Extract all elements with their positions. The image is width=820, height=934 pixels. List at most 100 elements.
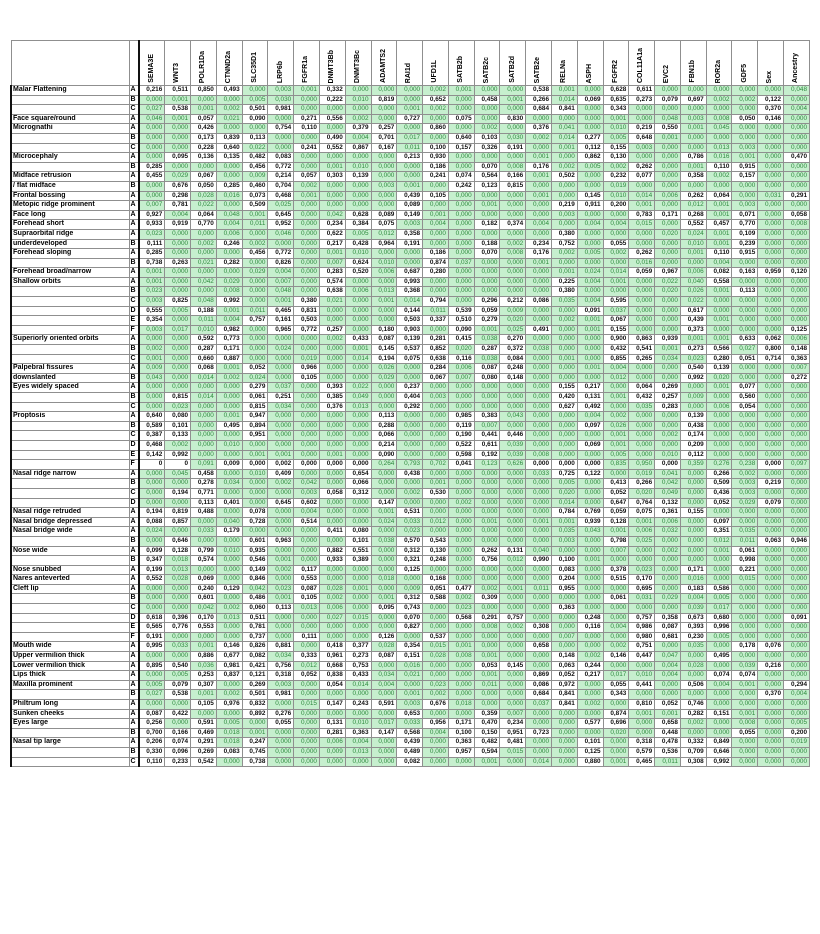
p-value-cell: 0,262 [679,190,707,202]
p-value-cell: 0,468 [138,439,166,451]
trait-label [10,305,130,317]
p-value-cell: 0,684 [525,689,552,700]
p-value-cell: 0,000 [215,622,243,633]
p-value-cell: 0,000 [654,152,681,163]
p-value-cell: 0,000 [473,535,501,547]
p-value-cell: 0,000 [473,526,501,537]
p-value-cell: 0,477 [447,583,475,595]
p-value-cell: 0,831 [293,305,320,317]
p-value-cell: 0,192 [473,449,501,461]
p-value-cell: 0,000 [525,286,552,298]
p-value-cell: 0,000 [525,267,552,278]
p-value-cell: 0,000 [654,248,681,259]
p-value-cell: 0,770 [190,219,217,230]
table-row: B 0,000 0,000 0,278 0,034 0,000 0,002 0,042 0,00… [10,478,810,489]
p-value-cell: 0,000 [293,219,320,230]
p-value-cell: 0,000 [628,603,656,614]
p-value-cell: 0,000 [396,85,424,96]
trait-header [10,40,130,86]
p-value-cell: 0,000 [318,439,346,451]
trait-label [10,555,130,566]
p-value-cell: 0,000 [731,689,759,700]
p-value-cell: 0,000 [396,363,424,374]
p-value-cell: 0,246 [215,238,243,250]
p-value-cell: 0,194 [138,507,166,518]
p-value-cell: 0,002 [602,161,630,173]
p-value-cell: 0,082 [705,267,733,278]
p-value-cell: 0,638 [422,353,449,365]
p-value-cell: 0,010 [190,324,217,336]
p-value-cell: 0,552 [138,574,166,585]
p-value-cell: 0,000 [293,276,320,288]
p-value-cell: 0,000 [293,468,320,480]
table-row: D 0,000 0,000 0,113 0,401 0,000 0,645 0,602 0,00… [10,497,810,509]
p-value-cell: 0,000 [551,622,578,633]
p-value-cell: 0,264 [370,459,398,470]
p-value-cell: 0,000 [551,152,578,163]
p-value-cell: 0,005 [551,478,578,489]
p-value-cell: 0,087 [654,622,681,633]
column-header-label: FBN1b [689,60,696,83]
p-value-cell: 0,052 [602,487,630,499]
p-value-cell: 0,000 [293,209,320,221]
p-value-cell: 0,019 [602,180,630,192]
p-value-cell: 0,000 [679,401,707,413]
p-value-cell: 0,000 [654,324,681,336]
p-value-cell: 0,000 [396,574,424,585]
p-value-cell: 0,000 [705,324,733,336]
p-value-cell: 0,000 [525,209,552,221]
p-value-cell: 0,000 [576,583,604,595]
p-value-cell: 0,000 [215,382,243,393]
p-value-cell: 0,000 [576,85,604,96]
p-value-cell: 0,000 [705,727,733,739]
p-value-cell: 0,004 [576,219,604,230]
p-value-cell: 0,000 [654,85,681,96]
column-header-col11a1a: COL11A1a [628,40,656,86]
subgroup-label: B [128,344,140,355]
p-value-cell: 0,247 [241,737,269,748]
p-value-cell: 0,002 [551,315,578,326]
p-value-cell: 0,222 [318,94,346,106]
p-value-cell: 0,894 [241,420,269,432]
p-value-cell: 0,049 [654,487,681,499]
p-value-cell: 0,007 [499,708,527,720]
p-value-cell: 0,051 [731,353,759,365]
p-value-cell: 0,034 [654,353,681,365]
p-value-cell: 0,000 [190,94,217,106]
p-value-cell: 0,432 [628,392,656,403]
p-value-cell: 0,000 [164,372,192,384]
p-value-cell: 0,082 [241,651,269,662]
p-value-cell: 0,079 [164,679,192,691]
p-value-cell: 0,291 [783,190,810,202]
p-value-cell: 0,482 [241,152,269,163]
p-value-cell: 0,001 [318,449,346,461]
p-value-cell: 0,008 [499,248,527,259]
p-value-cell: 0,000 [422,660,449,672]
p-value-cell: 0,008 [783,219,810,230]
subgroup-label: E [128,622,140,633]
p-value-cell: 0,515 [602,574,630,585]
p-value-cell: 0,000 [215,267,243,278]
p-value-cell: 0,000 [525,180,552,192]
p-value-cell: 0,947 [241,411,269,422]
p-value-cell: 0,000 [164,334,192,346]
p-value-cell: 0,000 [344,315,372,326]
p-value-cell: 0,433 [344,334,372,346]
p-value-cell: 0,000 [576,679,604,691]
p-value-cell: 0,004 [783,104,810,115]
p-value-cell: 0,002 [602,248,630,259]
p-value-cell: 0,273 [344,651,372,662]
p-value-cell: 0,273 [628,94,656,106]
p-value-cell: 0,110 [293,123,320,134]
p-value-cell: 0,001 [628,708,656,720]
p-value-cell: 0,601 [190,593,217,605]
subgroup-label: A [128,583,140,595]
p-value-cell: 0,000 [164,286,192,298]
p-value-cell: 0,000 [757,392,785,403]
trait-label: Metopic ridge prominent [10,200,130,211]
p-value-cell: 0,000 [344,411,372,422]
p-value-cell: 0,000 [576,171,604,182]
p-value-cell: 0,145 [370,344,398,355]
p-value-cell: 0,000 [215,430,243,441]
p-value-cell: 0,000 [473,603,501,614]
